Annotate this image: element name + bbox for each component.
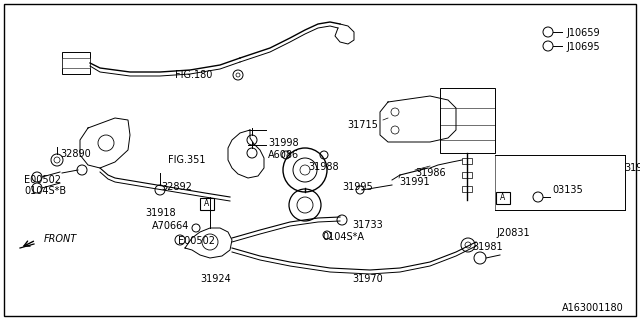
Text: 31986: 31986	[415, 168, 445, 178]
Text: 31733: 31733	[352, 220, 383, 230]
Text: 32892: 32892	[161, 182, 192, 192]
Text: A70664: A70664	[152, 221, 189, 231]
Bar	[200, 198, 214, 210]
Text: 31918: 31918	[145, 208, 175, 218]
Text: E00502: E00502	[24, 175, 61, 185]
Text: 0104S*B: 0104S*B	[24, 186, 66, 196]
Text: J10695: J10695	[566, 42, 600, 52]
Text: 31981: 31981	[472, 242, 502, 252]
Text: 31924: 31924	[200, 274, 231, 284]
Text: 31995: 31995	[342, 182, 372, 192]
Text: FIG.351: FIG.351	[168, 155, 205, 165]
Text: A6086: A6086	[268, 150, 299, 160]
Text: 0104S*A: 0104S*A	[322, 232, 364, 242]
Text: A: A	[204, 199, 210, 209]
Bar	[462, 158, 472, 164]
Bar	[62, 58, 90, 68]
Text: FIG.180: FIG.180	[175, 70, 212, 80]
Text: 31715: 31715	[347, 120, 378, 130]
Text: A: A	[500, 194, 506, 203]
Text: J10659: J10659	[566, 28, 600, 38]
Text: 03135: 03135	[552, 185, 583, 195]
Bar	[62, 52, 90, 74]
Text: FRONT: FRONT	[44, 234, 77, 244]
Bar	[462, 186, 472, 192]
Bar	[496, 192, 510, 204]
Text: J20831: J20831	[496, 228, 530, 238]
Text: A163001180: A163001180	[563, 303, 624, 313]
Text: 31998: 31998	[268, 138, 299, 148]
Text: E00502: E00502	[178, 236, 215, 246]
Bar	[440, 88, 495, 153]
Text: 31991: 31991	[399, 177, 429, 187]
Bar	[462, 172, 472, 178]
Text: 31980: 31980	[624, 163, 640, 173]
Text: 31970: 31970	[352, 274, 383, 284]
Text: 31988: 31988	[308, 162, 339, 172]
Text: 32890: 32890	[60, 149, 91, 159]
